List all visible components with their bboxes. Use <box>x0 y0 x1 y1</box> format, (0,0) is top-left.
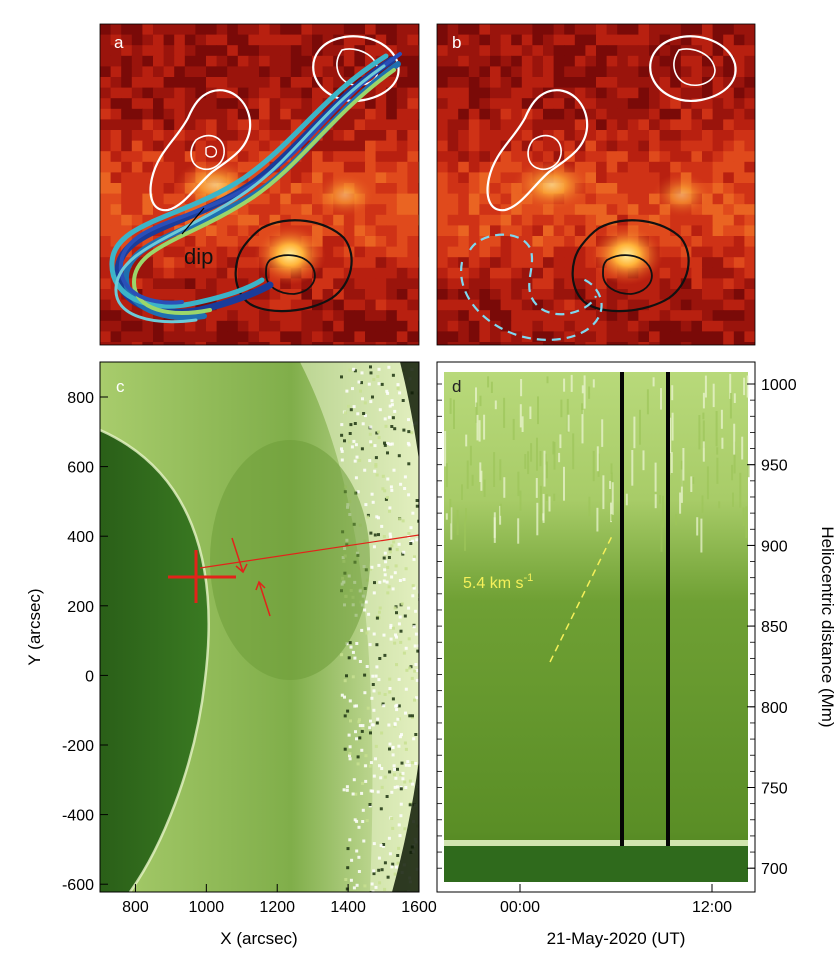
panel-c <box>100 362 419 892</box>
y-tick-label: -600 <box>62 877 94 894</box>
panel-d: 5.4 km s-1 <box>437 362 755 892</box>
black-contour-b <box>571 219 690 313</box>
panel-c-axes: 800 1000 1200 1400 1600 800 600 400 200 0 -200 -400… <box>62 390 437 916</box>
data-gap-1 <box>620 372 624 846</box>
y-tick-label: 700 <box>761 861 788 878</box>
data-gap-2 <box>666 372 670 846</box>
x-tick-label: 00:00 <box>500 899 540 916</box>
panel-b-label: b <box>452 33 461 52</box>
panel-c-label: c <box>116 377 125 396</box>
y-tick-label: -400 <box>62 808 94 825</box>
white-contour-left-b <box>486 89 589 212</box>
white-contour-left <box>149 89 252 212</box>
y-tick-label: 800 <box>67 390 94 407</box>
panel-d-frame <box>436 361 756 893</box>
panel-a-frame <box>99 23 420 346</box>
x-tick-label: 1600 <box>401 899 437 916</box>
noise-d <box>444 373 750 553</box>
y-tick-label: 0 <box>85 668 94 685</box>
panel-a: dip <box>100 24 419 345</box>
dashed-contours <box>459 233 603 341</box>
panel-a-label: a <box>114 33 124 52</box>
panel-d-ylabel: Heliocentric distance (Mm) <box>818 526 837 727</box>
x-tick-label: 800 <box>122 899 149 916</box>
panel-c-frame <box>99 361 420 893</box>
y-tick-label: 800 <box>761 700 788 717</box>
y-tick-label: 900 <box>761 538 788 555</box>
panel-d-axes: 00:00 12:00 1000 950 900 850 800 750 700 <box>437 377 797 916</box>
x-tick-label: 1400 <box>330 899 366 916</box>
black-contour <box>234 219 353 313</box>
panel-d-label: d <box>452 377 461 396</box>
speed-annotation: 5.4 km s-1 <box>463 572 533 592</box>
x-tick-label: 1000 <box>189 899 225 916</box>
panel-d-xlabel: 21-May-2020 (UT) <box>547 929 686 948</box>
solar-disc <box>100 430 209 892</box>
y-tick-label: 750 <box>761 781 788 798</box>
y-tick-label: 1000 <box>761 377 797 394</box>
panel-c-ylabel: Y (arcsec) <box>25 588 44 665</box>
y-tick-label: 850 <box>761 619 788 636</box>
y-tick-label: 950 <box>761 458 788 475</box>
y-tick-label: 600 <box>67 460 94 477</box>
panel-b <box>437 24 755 345</box>
white-contour-upper-b <box>649 35 737 102</box>
y-tick-label: 400 <box>67 529 94 546</box>
cut-line <box>199 534 419 569</box>
x-tick-label: 1200 <box>259 899 295 916</box>
white-contour-upper <box>312 35 400 102</box>
panel-b-frame <box>436 23 756 346</box>
red-arrow-lower <box>255 580 271 617</box>
red-arrow-upper <box>231 537 248 574</box>
timeslice-image <box>444 372 748 882</box>
off-limb-dark-band <box>392 362 419 892</box>
dip-annotation: dip <box>184 244 213 269</box>
y-tick-label: -200 <box>62 738 94 755</box>
x-tick-label: 12:00 <box>692 899 732 916</box>
flux-rope <box>109 52 402 324</box>
y-tick-label: 200 <box>67 599 94 616</box>
panel-c-xlabel: X (arcsec) <box>220 929 297 948</box>
